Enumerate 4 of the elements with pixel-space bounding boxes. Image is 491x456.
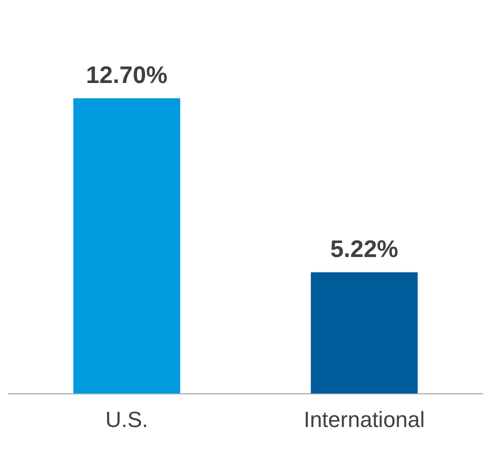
x-tick-label: International: [304, 406, 425, 432]
data-label: 5.22%: [330, 236, 398, 263]
data-label: 12.70%: [86, 62, 168, 89]
x-tick-label: U.S.: [105, 406, 148, 432]
